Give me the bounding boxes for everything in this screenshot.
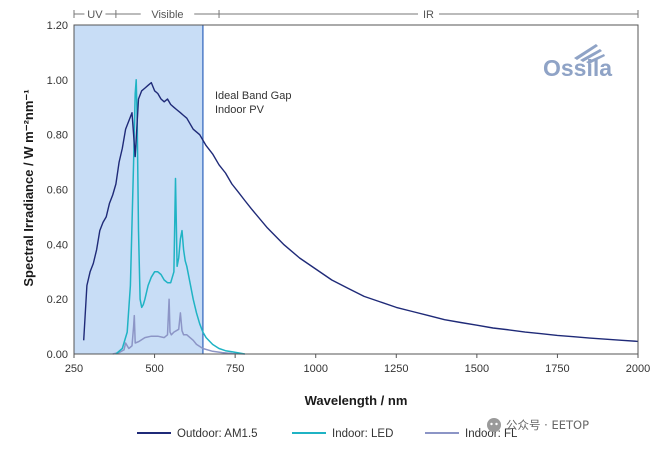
band-gap-label-line2: Indoor PV bbox=[215, 104, 265, 116]
legend-label: Outdoor: AM1.5 bbox=[177, 428, 258, 440]
region-label-bg bbox=[140, 7, 195, 21]
region-label-ir: IR bbox=[423, 9, 434, 21]
series-line-indoor-fl bbox=[112, 298, 245, 355]
y-tick-label: 1.00 bbox=[47, 75, 68, 87]
wechat-icon bbox=[487, 418, 501, 432]
x-tick-label: 250 bbox=[65, 363, 83, 375]
y-tick-label: 1.20 bbox=[47, 20, 68, 32]
region-label-uv: UV bbox=[87, 9, 103, 21]
x-tick-label: 1750 bbox=[545, 363, 569, 375]
x-tick-label: 1000 bbox=[303, 363, 327, 375]
wechat-icon-eye-right bbox=[495, 422, 498, 426]
x-tick-label: 1500 bbox=[465, 363, 489, 375]
x-tick-label: 2000 bbox=[626, 363, 650, 375]
series-line-outdoor-am1-5 bbox=[83, 81, 639, 343]
y-axis-ticks: 0.00 0.20 0.40 0.60 0.80 1.00 1.20 bbox=[47, 20, 68, 361]
wechat-icon-eye-left bbox=[490, 422, 493, 426]
series-layer bbox=[83, 79, 639, 355]
watermark: 公众号 · EETOP bbox=[487, 418, 589, 432]
region-label-bg bbox=[418, 7, 440, 21]
plot-frame bbox=[73, 24, 639, 355]
y-tick-label: 0.20 bbox=[47, 294, 68, 306]
ossila-logo: Ossila bbox=[543, 44, 612, 81]
x-axis-title: Wavelength / nm bbox=[305, 393, 408, 408]
region-label-bg bbox=[84, 7, 106, 21]
watermark-text: 公众号 · EETOP bbox=[506, 418, 589, 432]
region-bar: UV Visible IR bbox=[73, 7, 639, 21]
y-tick-label: 0.00 bbox=[47, 349, 68, 361]
legend-label: Indoor: FL bbox=[465, 428, 518, 440]
x-tick-label: 750 bbox=[226, 363, 244, 375]
y-tick-label: 0.40 bbox=[47, 239, 68, 251]
x-axis-ticks: 250 500 750 1000 1250 1500 1750 2000 bbox=[65, 354, 650, 375]
x-tick-label: 500 bbox=[145, 363, 163, 375]
x-tick-label: 1250 bbox=[384, 363, 408, 375]
band-gap-label-line1: Ideal Band Gap bbox=[215, 90, 291, 102]
y-tick-label: 0.60 bbox=[47, 185, 68, 197]
logo-stripes-icon bbox=[574, 44, 605, 64]
legend: Outdoor: AM1.5 Indoor: LED Indoor: FL bbox=[137, 428, 518, 440]
legend-label: Indoor: LED bbox=[332, 428, 393, 440]
y-tick-label: 0.80 bbox=[47, 130, 68, 142]
region-label-visible: Visible bbox=[151, 9, 183, 21]
logo-text: Ossila bbox=[543, 55, 612, 81]
y-axis-title: Spectral Irradiance / W m⁻²nm⁻¹ bbox=[21, 89, 36, 286]
